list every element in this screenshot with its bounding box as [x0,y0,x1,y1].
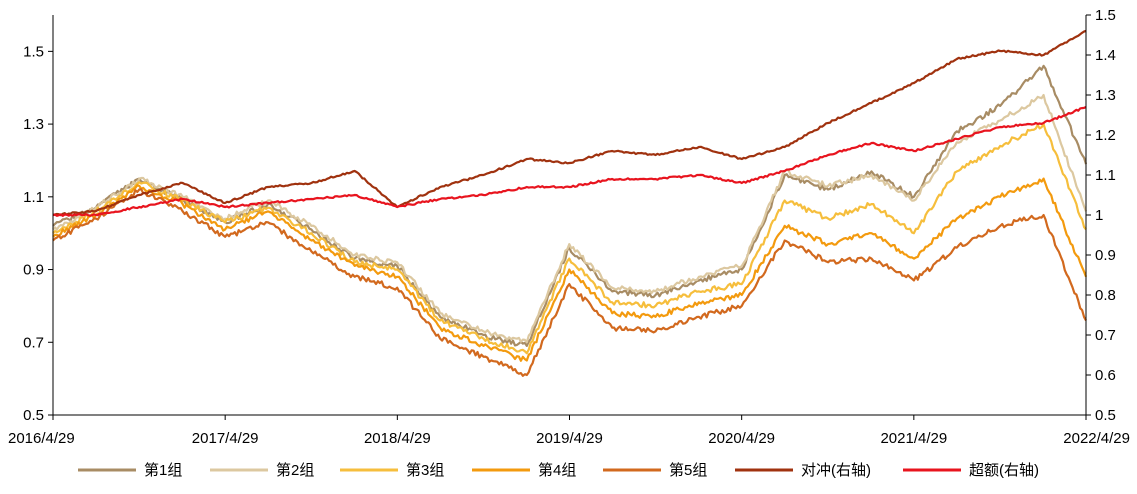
legend-label: 第4组 [538,461,576,479]
x-tick-label: 2021/4/29 [880,430,947,447]
legend-label: 对冲(右轴) [801,462,871,479]
legend-label: 第3组 [406,461,444,479]
plot-lines [52,29,1088,377]
series-4-line [52,177,1088,362]
axes: 0.5 0.7 0.9 1.1 1.3 1.5 0.5 0.6 0.7 0.8 0.9 1 1.1 1.2… [8,7,1130,447]
y-right-tick-label: 1.1 [1095,167,1116,184]
y-right-tick-label: 1 [1095,207,1103,224]
series-6-line [52,29,1087,217]
series-1-line [52,64,1088,347]
x-tick-label: 2018/4/29 [364,430,431,447]
legend-label: 第2组 [276,461,314,479]
y-left-tick-label: 1.5 [23,43,44,60]
legend-label: 第5组 [669,461,707,479]
y-right-tick-label: 1.2 [1095,127,1116,144]
x-tick-label: 2016/4/29 [8,430,75,447]
legend-label: 超额(右轴) [969,462,1039,479]
y-left-tick-label: 0.7 [23,334,44,351]
x-tick-label: 2019/4/29 [536,430,603,447]
series-5-line [52,188,1087,377]
y-right-tick-label: 1.5 [1095,7,1116,24]
x-tick-label: 2020/4/29 [708,430,775,447]
y-right-tick-label: 0.7 [1095,327,1116,344]
y-right-tick-label: 0.8 [1095,287,1116,304]
series-2-line [52,93,1088,344]
y-right-tick-label: 0.6 [1095,367,1116,384]
legend: 第1组 第2组 第3组 第4组 第5组 对冲(右轴) 超额(右轴) [78,461,1039,479]
y-right-tick-label: 0.9 [1095,247,1116,264]
y-right-tick-label: 1.4 [1095,47,1116,64]
x-tick-label: 2022/4/29 [1063,430,1130,447]
series-7-line [52,106,1087,217]
y-left-tick-label: 1.3 [23,116,44,133]
y-right-tick-label: 0.5 [1095,407,1116,424]
series-3-line [52,123,1087,355]
x-tick-label: 2017/4/29 [192,430,259,447]
y-left-tick-label: 0.5 [23,407,44,424]
y-right-tick-label: 1.3 [1095,87,1116,104]
y-left-tick-label: 1.1 [23,189,44,206]
legend-label: 第1组 [144,461,182,479]
y-left-tick-label: 0.9 [23,262,44,279]
